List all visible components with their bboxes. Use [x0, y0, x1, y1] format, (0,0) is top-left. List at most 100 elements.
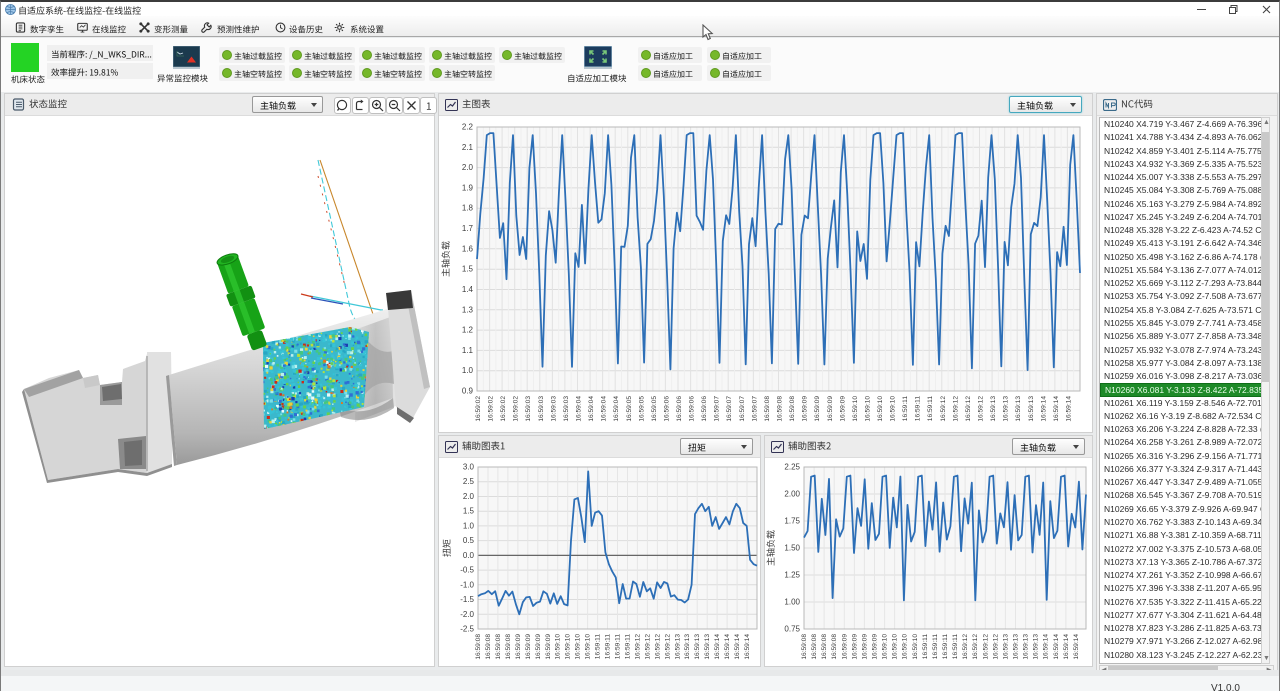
- svg-text:2.1: 2.1: [462, 143, 474, 152]
- svg-text:16:59:12: 16:59:12: [634, 634, 641, 660]
- svg-text:0.9: 0.9: [462, 387, 474, 396]
- svg-text:2.0: 2.0: [462, 163, 474, 172]
- svg-text:16:59:14: 16:59:14: [724, 634, 731, 660]
- svg-text:16:59:08: 16:59:08: [505, 634, 512, 660]
- svg-text:16:59:12: 16:59:12: [962, 634, 969, 660]
- svg-text:16:59:09: 16:59:09: [535, 634, 542, 660]
- svg-text:16:59:09: 16:59:09: [545, 634, 552, 660]
- svg-text:16:59:11: 16:59:11: [605, 634, 612, 660]
- svg-text:0.0: 0.0: [463, 551, 475, 560]
- svg-text:16:59:06: 16:59:06: [689, 396, 696, 422]
- svg-text:16:59:11: 16:59:11: [902, 396, 909, 422]
- svg-text:16:59:09: 16:59:09: [525, 634, 532, 660]
- svg-text:16:59:09: 16:59:09: [839, 396, 846, 422]
- svg-text:16:59:12: 16:59:12: [982, 634, 989, 660]
- svg-text:0.5: 0.5: [463, 536, 475, 545]
- svg-text:16:59:12: 16:59:12: [978, 396, 985, 422]
- svg-text:16:59:09: 16:59:09: [851, 634, 858, 660]
- svg-text:1.1: 1.1: [462, 346, 474, 355]
- svg-text:16:59:12: 16:59:12: [664, 634, 671, 660]
- svg-text:16:59:11: 16:59:11: [927, 396, 934, 422]
- svg-text:2.5: 2.5: [463, 477, 475, 486]
- svg-text:16:59:09: 16:59:09: [861, 634, 868, 660]
- svg-text:16:59:11: 16:59:11: [952, 634, 959, 660]
- svg-text:16:59:07: 16:59:07: [726, 396, 733, 422]
- svg-text:1.25: 1.25: [784, 571, 800, 580]
- svg-text:16:59:04: 16:59:04: [588, 396, 595, 422]
- svg-text:16:59:10: 16:59:10: [864, 396, 871, 422]
- svg-text:16:59:14: 16:59:14: [1063, 634, 1070, 660]
- svg-text:0.75: 0.75: [784, 625, 800, 634]
- svg-text:16:59:13: 16:59:13: [1028, 396, 1035, 422]
- svg-text:16:59:10: 16:59:10: [890, 396, 897, 422]
- svg-text:16:59:03: 16:59:03: [563, 396, 570, 422]
- svg-text:-0.5: -0.5: [460, 566, 474, 575]
- svg-text:16:59:07: 16:59:07: [739, 396, 746, 422]
- svg-text:16:59:14: 16:59:14: [1043, 634, 1050, 660]
- svg-text:16:59:05: 16:59:05: [638, 396, 645, 422]
- svg-text:16:59:11: 16:59:11: [625, 634, 632, 660]
- svg-text:1.0: 1.0: [463, 521, 475, 530]
- svg-text:1.2: 1.2: [462, 326, 474, 335]
- svg-text:16:59:12: 16:59:12: [644, 634, 651, 660]
- svg-text:16:59:06: 16:59:06: [701, 396, 708, 422]
- svg-text:16:59:11: 16:59:11: [932, 634, 939, 660]
- svg-text:16:59:13: 16:59:13: [674, 634, 681, 660]
- svg-text:16:59:03: 16:59:03: [525, 396, 532, 422]
- svg-text:16:59:03: 16:59:03: [550, 396, 557, 422]
- svg-text:16:59:10: 16:59:10: [912, 634, 919, 660]
- svg-text:16:59:12: 16:59:12: [654, 634, 661, 660]
- svg-text:16:59:14: 16:59:14: [734, 634, 741, 660]
- svg-text:1.00: 1.00: [784, 598, 800, 607]
- svg-text:16:59:10: 16:59:10: [902, 634, 909, 660]
- svg-text:16:59:02: 16:59:02: [500, 396, 507, 422]
- svg-text:16:59:14: 16:59:14: [744, 634, 751, 660]
- svg-text:16:59:09: 16:59:09: [814, 396, 821, 422]
- svg-text:16:59:12: 16:59:12: [992, 634, 999, 660]
- svg-text:16:59:09: 16:59:09: [872, 634, 879, 660]
- svg-text:1.5: 1.5: [463, 507, 475, 516]
- svg-text:16:59:14: 16:59:14: [714, 634, 721, 660]
- svg-text:1.50: 1.50: [784, 544, 800, 553]
- svg-text:1.6: 1.6: [462, 244, 474, 253]
- svg-text:16:59:10: 16:59:10: [565, 634, 572, 660]
- svg-text:16:59:08: 16:59:08: [801, 634, 808, 660]
- svg-text:16:59:02: 16:59:02: [513, 396, 520, 422]
- svg-text:16:59:02: 16:59:02: [475, 396, 482, 422]
- svg-text:16:59:11: 16:59:11: [942, 634, 949, 660]
- svg-text:16:59:09: 16:59:09: [827, 396, 834, 422]
- svg-text:16:59:03: 16:59:03: [538, 396, 545, 422]
- svg-text:2.25: 2.25: [784, 463, 800, 472]
- svg-text:16:59:12: 16:59:12: [965, 396, 972, 422]
- svg-text:16:59:07: 16:59:07: [751, 396, 758, 422]
- svg-text:16:59:13: 16:59:13: [684, 634, 691, 660]
- svg-text:1.9: 1.9: [462, 183, 474, 192]
- svg-text:16:59:08: 16:59:08: [811, 634, 818, 660]
- svg-text:16:59:08: 16:59:08: [789, 396, 796, 422]
- svg-text:16:59:08: 16:59:08: [764, 396, 771, 422]
- svg-text:16:59:13: 16:59:13: [1033, 634, 1040, 660]
- svg-text:16:59:13: 16:59:13: [1003, 396, 1010, 422]
- svg-text:16:59:14: 16:59:14: [1073, 634, 1080, 660]
- svg-text:16:59:14: 16:59:14: [1065, 396, 1072, 422]
- svg-text:16:59:13: 16:59:13: [1023, 634, 1030, 660]
- svg-text:16:59:10: 16:59:10: [892, 634, 899, 660]
- svg-text:16:59:02: 16:59:02: [488, 396, 495, 422]
- svg-text:16:59:12: 16:59:12: [940, 396, 947, 422]
- svg-text:16:59:07: 16:59:07: [714, 396, 721, 422]
- svg-text:16:59:04: 16:59:04: [601, 396, 608, 422]
- svg-text:16:59:11: 16:59:11: [615, 634, 622, 660]
- svg-text:-1.5: -1.5: [460, 595, 474, 604]
- svg-text:16:59:08: 16:59:08: [485, 634, 492, 660]
- svg-text:16:59:06: 16:59:06: [676, 396, 683, 422]
- svg-text:16:59:09: 16:59:09: [802, 396, 809, 422]
- svg-text:16:59:13: 16:59:13: [1013, 634, 1020, 660]
- svg-text:2.0: 2.0: [463, 492, 475, 501]
- svg-text:1.75: 1.75: [784, 517, 800, 526]
- svg-text:16:59:09: 16:59:09: [515, 634, 522, 660]
- svg-text:16:59:10: 16:59:10: [575, 634, 582, 660]
- svg-text:16:59:09: 16:59:09: [841, 634, 848, 660]
- svg-text:16:59:08: 16:59:08: [475, 634, 482, 660]
- svg-text:16:59:13: 16:59:13: [694, 634, 701, 660]
- svg-text:1.7: 1.7: [462, 224, 474, 233]
